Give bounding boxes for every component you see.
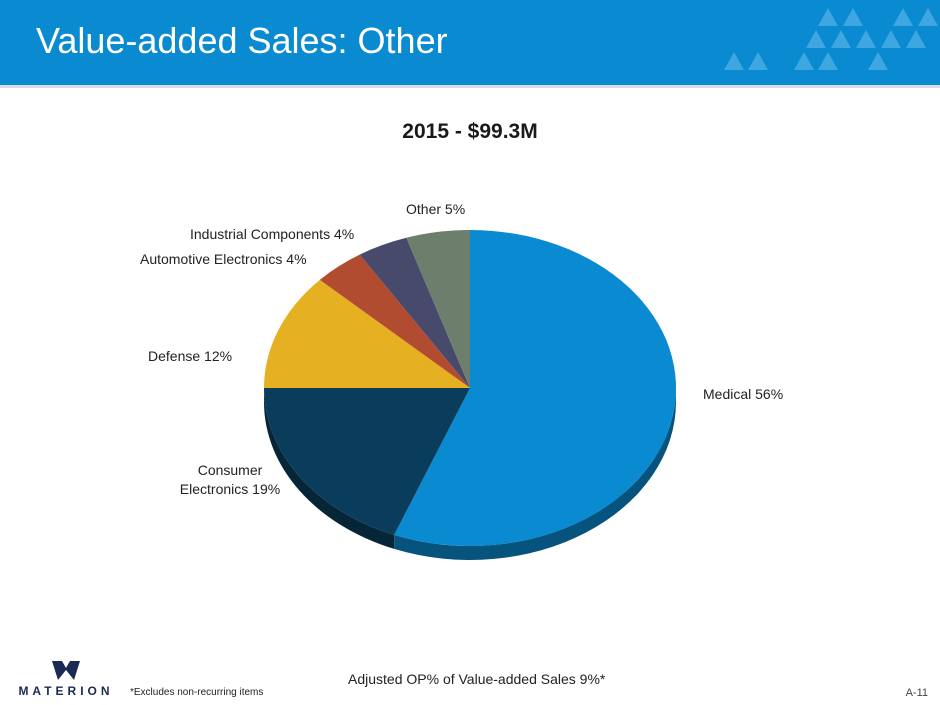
slice-label-defense: Defense 12%: [148, 348, 233, 364]
pie-slice-consumer-electronics: [264, 388, 470, 535]
slice-label-automotive-electronics: Automotive Electronics 4%: [140, 251, 307, 267]
pie-slice-industrial-components: [359, 237, 470, 388]
pie-slice-defense: [264, 279, 470, 388]
slide-title: Value-added Sales: Other: [36, 20, 448, 61]
chart-title: 2015 - $99.3M: [402, 120, 538, 143]
pie-slice-side-medical: [394, 388, 676, 560]
slice-label-other: Other 5%: [406, 201, 466, 217]
slice-label-consumer-electronics: Consumer Electronics 19%: [179, 462, 281, 497]
triangle-pattern-decoration: [724, 8, 938, 70]
page-number: A-11: [905, 687, 928, 699]
materion-logo-text: MATERION: [18, 684, 114, 698]
slice-label-medical: Medical 56%: [703, 386, 784, 402]
materion-logo-mark: [52, 661, 80, 680]
excludes-footnote: *Excludes non-recurring items: [130, 687, 264, 698]
pie-slice-side-consumer-electronics: [264, 388, 395, 549]
pie-slice-other: [406, 230, 470, 388]
pie-slice-automotive-electronics: [319, 254, 470, 388]
slice-label-industrial-components: Industrial Components 4%: [190, 226, 355, 242]
pie-slice-medical: [394, 230, 677, 546]
materion-logo: MATERION: [18, 658, 114, 698]
adjusted-op-footnote: Adjusted OP% of Value-added Sales 9%*: [348, 671, 606, 687]
slide-header-bar: Value-added Sales: Other: [0, 0, 940, 85]
pie-depth-layer: [264, 388, 676, 560]
header-divider: [0, 85, 940, 88]
pie-slices: [264, 230, 677, 546]
